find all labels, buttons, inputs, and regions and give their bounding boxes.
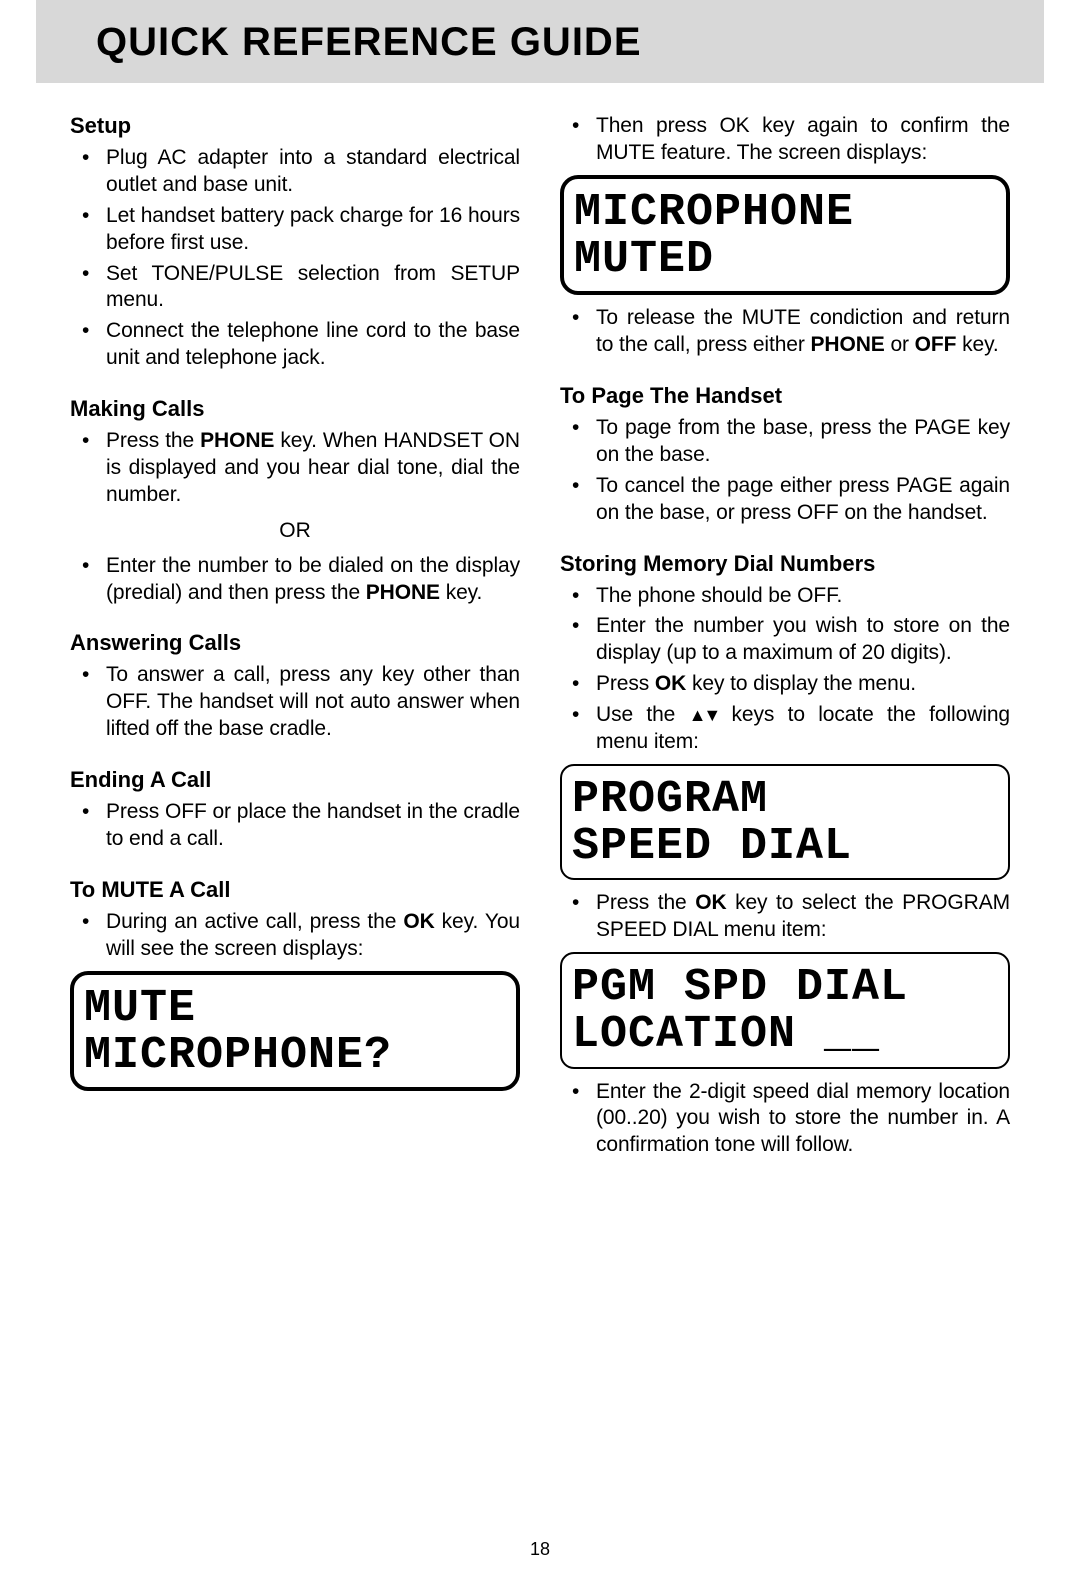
list-item: Press OK key to display the menu.	[560, 671, 1010, 698]
list-item: Enter the number to be dialed on the dis…	[70, 553, 520, 607]
list-item: To release the MUTE condiction and retur…	[560, 305, 1010, 359]
list-item: To cancel the page either press PAGE aga…	[560, 473, 1010, 527]
section-ending-head: Ending A Call	[70, 767, 520, 793]
section-mute-head: To MUTE A Call	[70, 877, 520, 903]
section-page-list: To page from the base, press the PAGE ke…	[560, 415, 1010, 527]
section-making-list: Press the PHONE key. When HANDSET ON is …	[70, 428, 520, 509]
section-answering-list: To answer a call, press any key other th…	[70, 662, 520, 743]
key-ok: OK	[695, 891, 726, 914]
up-down-arrows-icon: ▲▼	[689, 704, 719, 727]
list-item: Set TONE/PULSE selection from SETUP menu…	[70, 261, 520, 315]
section-storing-list: The phone should be OFF. Enter the numbe…	[560, 583, 1010, 756]
section-ending-list: Press OFF or place the handset in the cr…	[70, 799, 520, 853]
key-off: OFF	[915, 333, 957, 356]
section-setup-list: Plug AC adapter into a standard electric…	[70, 145, 520, 372]
or-divider: OR	[70, 519, 520, 543]
lcd-pgm-spd-dial-location: PGM SPD DIAL LOCATION __	[560, 952, 1010, 1069]
list-item: During an active call, press the OK key.…	[70, 909, 520, 963]
section-making-head: Making Calls	[70, 396, 520, 422]
section-storing-list-3: Enter the 2-digit speed dial memory loca…	[560, 1079, 1010, 1160]
key-phone: PHONE	[366, 581, 440, 604]
section-making-list-2: Enter the number to be dialed on the dis…	[70, 553, 520, 607]
list-item: To page from the base, press the PAGE ke…	[560, 415, 1010, 469]
list-item: Press the PHONE key. When HANDSET ON is …	[70, 428, 520, 509]
section-storing-list-2: Press the OK key to select the PROGRAM S…	[560, 890, 1010, 944]
list-item: Enter the 2-digit speed dial memory loca…	[560, 1079, 1010, 1160]
list-item: To answer a call, press any key other th…	[70, 662, 520, 743]
section-answering-head: Answering Calls	[70, 630, 520, 656]
list-item: Connect the telephone line cord to the b…	[70, 318, 520, 372]
section-setup-head: Setup	[70, 113, 520, 139]
left-column: Setup Plug AC adapter into a standard el…	[70, 113, 520, 1163]
key-ok: OK	[655, 672, 686, 695]
section-mute-cont-list: Then press OK key again to confirm the M…	[560, 113, 1010, 167]
list-item: Then press OK key again to confirm the M…	[560, 113, 1010, 167]
list-item: Press the OK key to select the PROGRAM S…	[560, 890, 1010, 944]
lcd-mute-microphone: MUTE MICROPHONE?	[70, 971, 520, 1092]
content-columns: Setup Plug AC adapter into a standard el…	[0, 83, 1080, 1163]
page-title: QUICK REFERENCE GUIDE	[96, 20, 984, 65]
list-item: The phone should be OFF.	[560, 583, 1010, 610]
section-storing-head: Storing Memory Dial Numbers	[560, 551, 1010, 577]
section-mute-cont-list-2: To release the MUTE condiction and retur…	[560, 305, 1010, 359]
page-number: 18	[0, 1539, 1080, 1560]
key-phone: PHONE	[200, 429, 274, 452]
list-item: Let handset battery pack charge for 16 h…	[70, 203, 520, 257]
list-item: Press OFF or place the handset in the cr…	[70, 799, 520, 853]
title-bar: QUICK REFERENCE GUIDE	[36, 0, 1044, 83]
right-column: Then press OK key again to confirm the M…	[560, 113, 1010, 1163]
list-item: Plug AC adapter into a standard electric…	[70, 145, 520, 199]
list-item: Use the ▲▼ keys to locate the following …	[560, 702, 1010, 756]
section-mute-list: During an active call, press the OK key.…	[70, 909, 520, 963]
key-ok: OK	[403, 910, 434, 933]
lcd-microphone-muted: MICROPHONE MUTED	[560, 175, 1010, 296]
list-item: Enter the number you wish to store on th…	[560, 613, 1010, 667]
section-page-head: To Page The Handset	[560, 383, 1010, 409]
lcd-program-speed-dial: PROGRAM SPEED DIAL	[560, 764, 1010, 881]
key-phone: PHONE	[811, 333, 885, 356]
